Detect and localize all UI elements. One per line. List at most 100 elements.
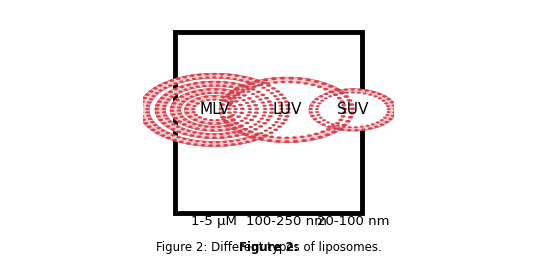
Ellipse shape <box>214 88 219 90</box>
Ellipse shape <box>246 88 250 90</box>
Ellipse shape <box>307 134 312 137</box>
Ellipse shape <box>165 132 170 134</box>
Ellipse shape <box>284 101 288 103</box>
Ellipse shape <box>293 140 298 142</box>
Ellipse shape <box>282 97 286 99</box>
Ellipse shape <box>351 92 354 93</box>
Ellipse shape <box>261 102 265 103</box>
Ellipse shape <box>149 90 154 93</box>
Ellipse shape <box>219 99 223 101</box>
Ellipse shape <box>241 91 245 93</box>
Ellipse shape <box>155 92 159 94</box>
Ellipse shape <box>158 119 163 121</box>
Ellipse shape <box>148 118 152 120</box>
Ellipse shape <box>363 93 367 94</box>
Ellipse shape <box>139 112 143 114</box>
Ellipse shape <box>296 81 301 83</box>
Ellipse shape <box>248 111 252 113</box>
Ellipse shape <box>245 81 250 83</box>
Ellipse shape <box>163 115 167 116</box>
Ellipse shape <box>212 133 216 135</box>
Ellipse shape <box>310 84 315 86</box>
Ellipse shape <box>263 111 267 113</box>
Ellipse shape <box>229 86 233 88</box>
Ellipse shape <box>286 108 291 110</box>
Ellipse shape <box>185 79 190 81</box>
Ellipse shape <box>319 117 323 119</box>
Ellipse shape <box>173 93 178 95</box>
Ellipse shape <box>306 79 311 81</box>
Ellipse shape <box>354 129 359 131</box>
Ellipse shape <box>252 115 257 118</box>
Ellipse shape <box>224 100 228 102</box>
Ellipse shape <box>328 85 333 88</box>
Ellipse shape <box>371 124 375 125</box>
Ellipse shape <box>252 139 256 141</box>
Ellipse shape <box>179 81 184 83</box>
Ellipse shape <box>163 87 167 89</box>
Ellipse shape <box>160 97 164 99</box>
Ellipse shape <box>155 132 160 134</box>
FancyBboxPatch shape <box>176 32 361 213</box>
Ellipse shape <box>209 119 213 121</box>
Ellipse shape <box>192 111 195 113</box>
Ellipse shape <box>358 89 362 91</box>
Ellipse shape <box>220 136 224 139</box>
Text: 100-250 nm: 100-250 nm <box>246 215 328 228</box>
Polygon shape <box>184 95 244 124</box>
Ellipse shape <box>205 136 209 139</box>
Ellipse shape <box>138 108 143 110</box>
Ellipse shape <box>156 115 161 118</box>
Ellipse shape <box>223 120 228 122</box>
Ellipse shape <box>236 92 241 94</box>
Ellipse shape <box>235 87 240 89</box>
Ellipse shape <box>277 126 282 128</box>
Ellipse shape <box>209 84 213 86</box>
Ellipse shape <box>185 112 190 114</box>
Ellipse shape <box>183 138 186 140</box>
Ellipse shape <box>231 143 236 146</box>
Ellipse shape <box>195 140 199 142</box>
Ellipse shape <box>223 81 228 84</box>
Ellipse shape <box>173 88 178 90</box>
Ellipse shape <box>212 95 217 98</box>
Ellipse shape <box>183 119 187 121</box>
Ellipse shape <box>193 82 198 85</box>
Ellipse shape <box>203 118 207 120</box>
Ellipse shape <box>327 126 331 128</box>
Ellipse shape <box>257 121 261 123</box>
Ellipse shape <box>337 97 342 99</box>
Ellipse shape <box>159 89 163 91</box>
Ellipse shape <box>227 135 232 138</box>
Ellipse shape <box>313 118 317 120</box>
Ellipse shape <box>275 90 280 93</box>
Ellipse shape <box>216 141 220 143</box>
Ellipse shape <box>196 98 201 100</box>
Ellipse shape <box>270 92 274 94</box>
Ellipse shape <box>190 96 194 98</box>
Ellipse shape <box>248 136 252 138</box>
Ellipse shape <box>224 121 229 123</box>
Ellipse shape <box>228 98 233 100</box>
Ellipse shape <box>387 98 391 100</box>
Ellipse shape <box>231 114 235 116</box>
Ellipse shape <box>260 118 264 120</box>
Ellipse shape <box>220 73 224 75</box>
Ellipse shape <box>195 127 200 130</box>
Ellipse shape <box>321 131 325 133</box>
Ellipse shape <box>206 99 210 101</box>
Ellipse shape <box>263 105 266 107</box>
Text: Figure 2:: Figure 2: <box>238 240 299 253</box>
Text: 1-5 μM: 1-5 μM <box>192 215 237 228</box>
Ellipse shape <box>386 114 389 116</box>
Ellipse shape <box>168 84 172 87</box>
Ellipse shape <box>339 93 343 94</box>
Ellipse shape <box>380 119 383 121</box>
Ellipse shape <box>228 115 233 118</box>
Ellipse shape <box>268 115 273 118</box>
Ellipse shape <box>226 77 230 79</box>
Ellipse shape <box>227 112 231 114</box>
Ellipse shape <box>266 84 271 87</box>
Ellipse shape <box>270 108 274 110</box>
Ellipse shape <box>253 124 257 125</box>
